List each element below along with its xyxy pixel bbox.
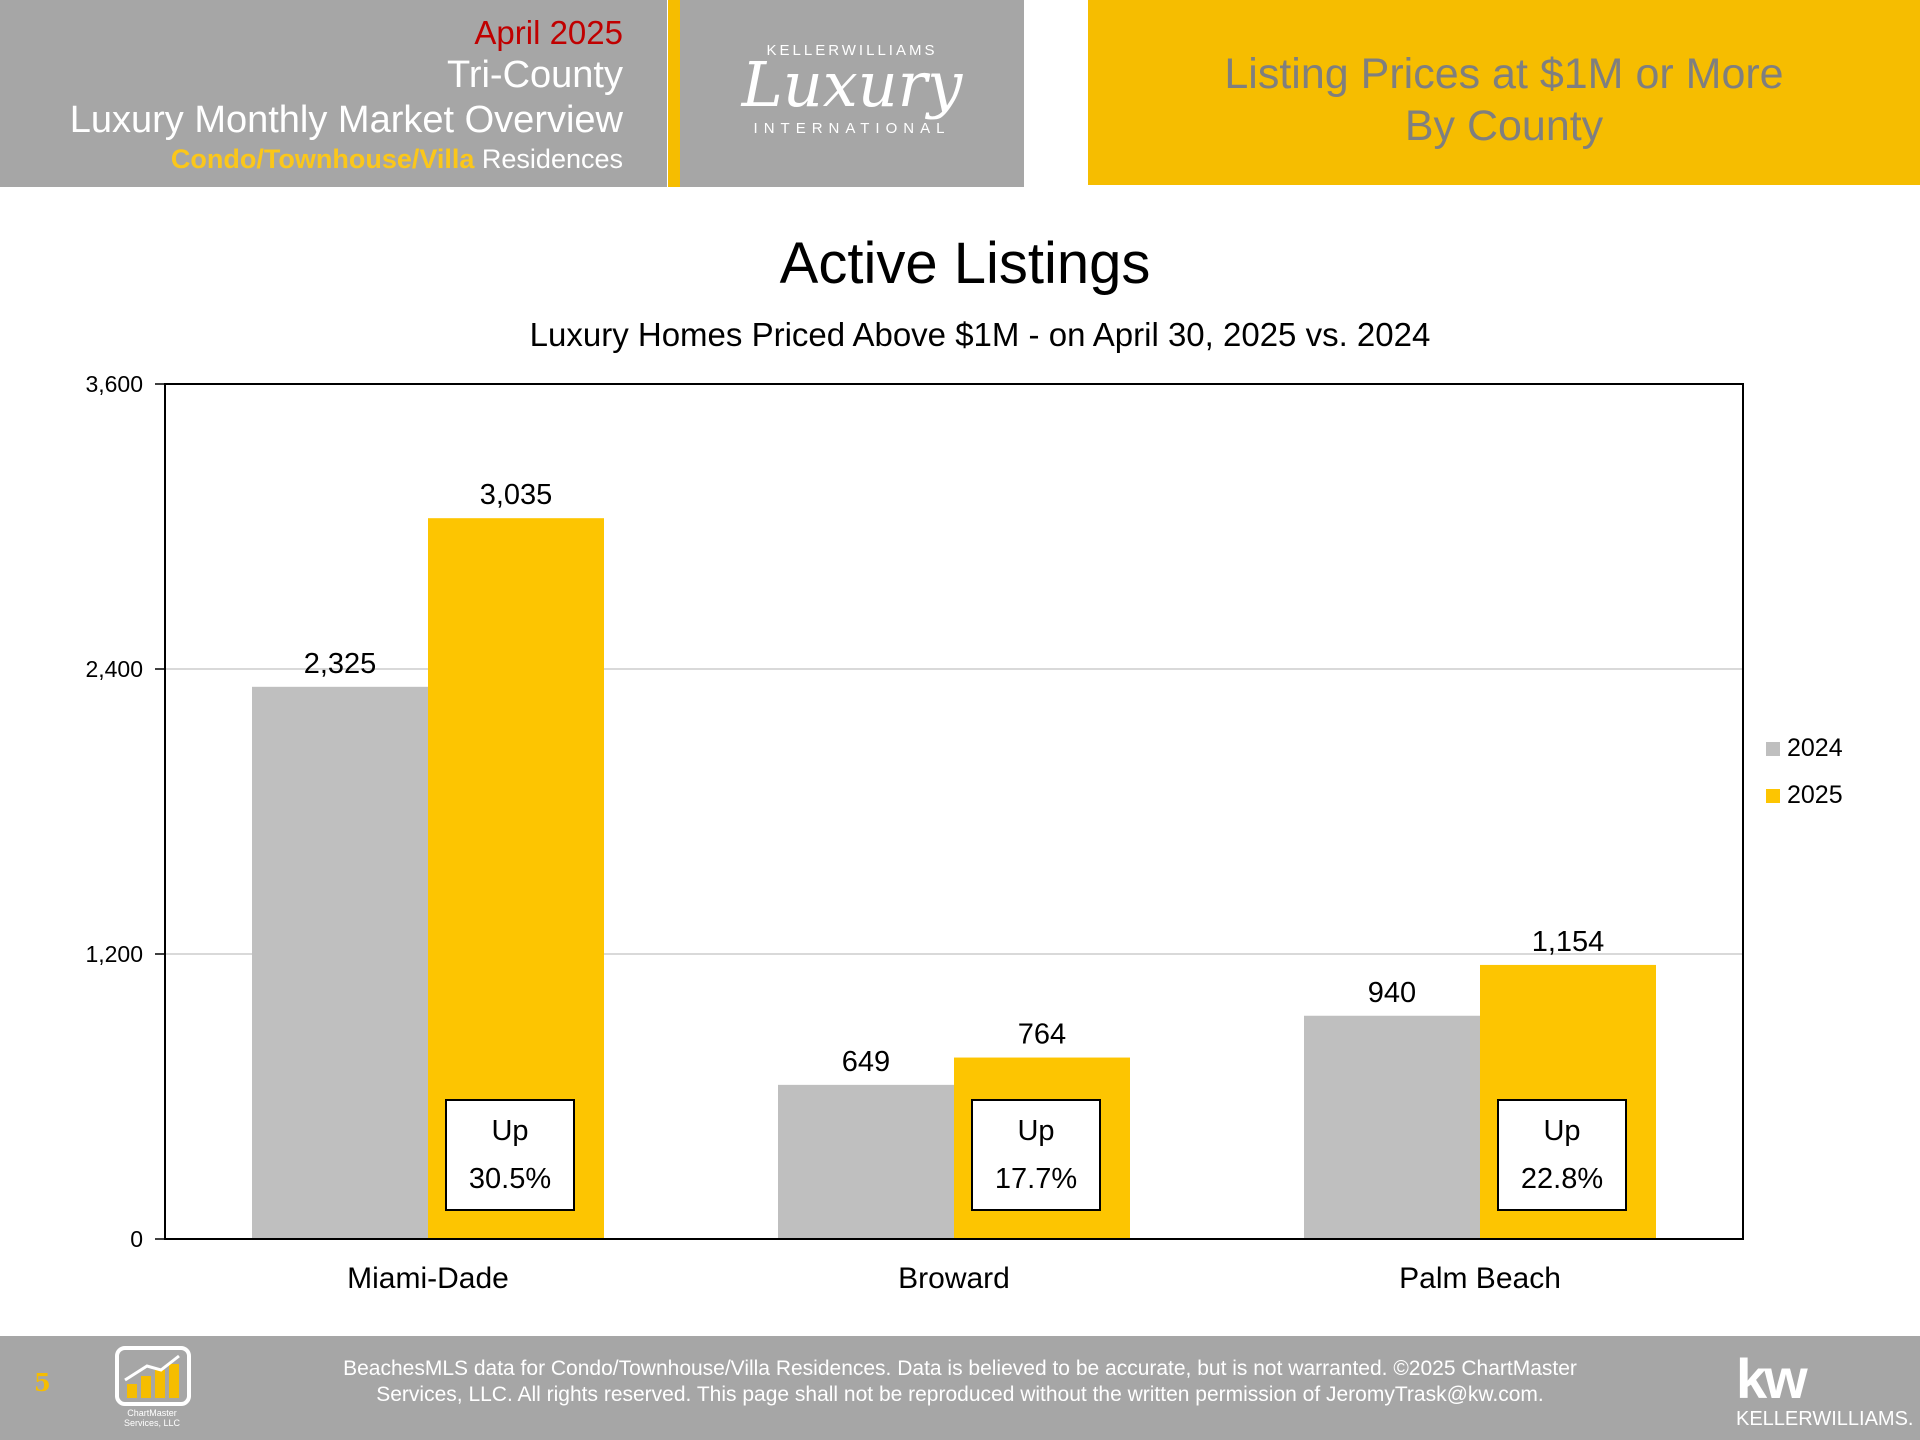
header-banner: Listing Prices at $1M or More By County (1088, 0, 1920, 185)
legend-label-2025: 2025 (1787, 781, 1843, 809)
disclaimer-line-1: BeachesMLS data for Condo/Townhouse/Vill… (343, 1357, 1577, 1380)
page-number: 5 (34, 1368, 51, 1397)
change-callout-box (971, 1099, 1101, 1211)
data-label: 764 (1018, 1019, 1066, 1051)
chart-subtitle: Luxury Homes Priced Above $1M - on April… (529, 316, 1431, 353)
y-tick-label: 2,400 (85, 656, 143, 682)
legend-label-2024: 2024 (1787, 734, 1843, 762)
data-label: 940 (1368, 977, 1416, 1009)
disclaimer: BeachesMLS data for Condo/Townhouse/Vill… (240, 1356, 1680, 1408)
header-divider-stripe (668, 0, 680, 187)
legend-swatch-2024 (1766, 742, 1780, 756)
chartmaster-name: ChartMaster Services, LLC (123, 1408, 181, 1428)
header-title-block: April 2025 Tri-County Luxury Monthly Mar… (0, 0, 667, 187)
data-label: 2,325 (304, 648, 377, 680)
change-callout-direction: Up (1543, 1115, 1580, 1147)
change-callout-percent: 17.7% (995, 1163, 1077, 1195)
change-callout-direction: Up (1017, 1115, 1054, 1147)
change-callout-direction: Up (491, 1115, 528, 1147)
x-category-label: Broward (898, 1262, 1010, 1295)
kw-name: KELLERWILLIAMS. (1736, 1408, 1914, 1430)
bar-chart: 2,325 3,035 649 764 940 1,154 Up 30.5% Up 17.7% U… (85, 371, 1843, 1295)
keller-williams-logo: kw KELLERWILLIAMS. (1736, 1346, 1913, 1436)
data-label: 3,035 (480, 479, 553, 511)
banner-line-1: Listing Prices at $1M or More (1224, 50, 1784, 98)
data-label: 649 (842, 1046, 890, 1078)
y-tick-label: 1,200 (85, 941, 143, 967)
logo-top-text: KELLERWILLIAMS (766, 42, 938, 59)
y-tick-label: 3,600 (85, 371, 143, 397)
y-tick-label: 0 (130, 1226, 143, 1252)
change-callout-percent: 22.8% (1521, 1163, 1603, 1195)
x-category-label: Palm Beach (1399, 1262, 1561, 1295)
logo-bottom-text: INTERNATIONAL (753, 120, 951, 137)
report-title: Luxury Monthly Market Overview (69, 99, 623, 141)
disclaimer-line-2: Services, LLC. All rights reserved. This… (376, 1383, 1544, 1406)
kw-mark: kw (1736, 1347, 1808, 1410)
plot-frame (164, 383, 1744, 1240)
kw-luxury-logo: KELLERWILLIAMS Luxury INTERNATIONAL (680, 0, 1024, 187)
chart-title: Active Listings (779, 231, 1151, 296)
x-category-label: Miami-Dade (347, 1262, 509, 1295)
legend-swatch-2025 (1766, 789, 1780, 803)
segment-highlight: Condo/Townhouse/Villa (170, 144, 475, 174)
bar-2024-palm-beach (1304, 1015, 1480, 1239)
chartmaster-logo-icon (115, 1346, 191, 1406)
bar-2024-miami-dade (252, 686, 428, 1239)
report-region: Tri-County (447, 54, 623, 96)
segment-rest: Residences (481, 144, 623, 174)
banner-line-2: By County (1404, 102, 1604, 150)
logo-main-text: Luxury (741, 48, 963, 121)
bar-2024-broward (778, 1084, 954, 1239)
report-segment: Condo/Townhouse/Villa Residences (171, 144, 623, 175)
report-month: April 2025 (474, 14, 623, 51)
change-callout-box (1497, 1099, 1627, 1211)
footer: 5 ChartMaster Services, LLC BeachesMLS da… (0, 1336, 1920, 1440)
data-label: 1,154 (1532, 926, 1605, 958)
change-callout-percent: 30.5% (469, 1163, 551, 1195)
change-callout-box (445, 1099, 575, 1211)
